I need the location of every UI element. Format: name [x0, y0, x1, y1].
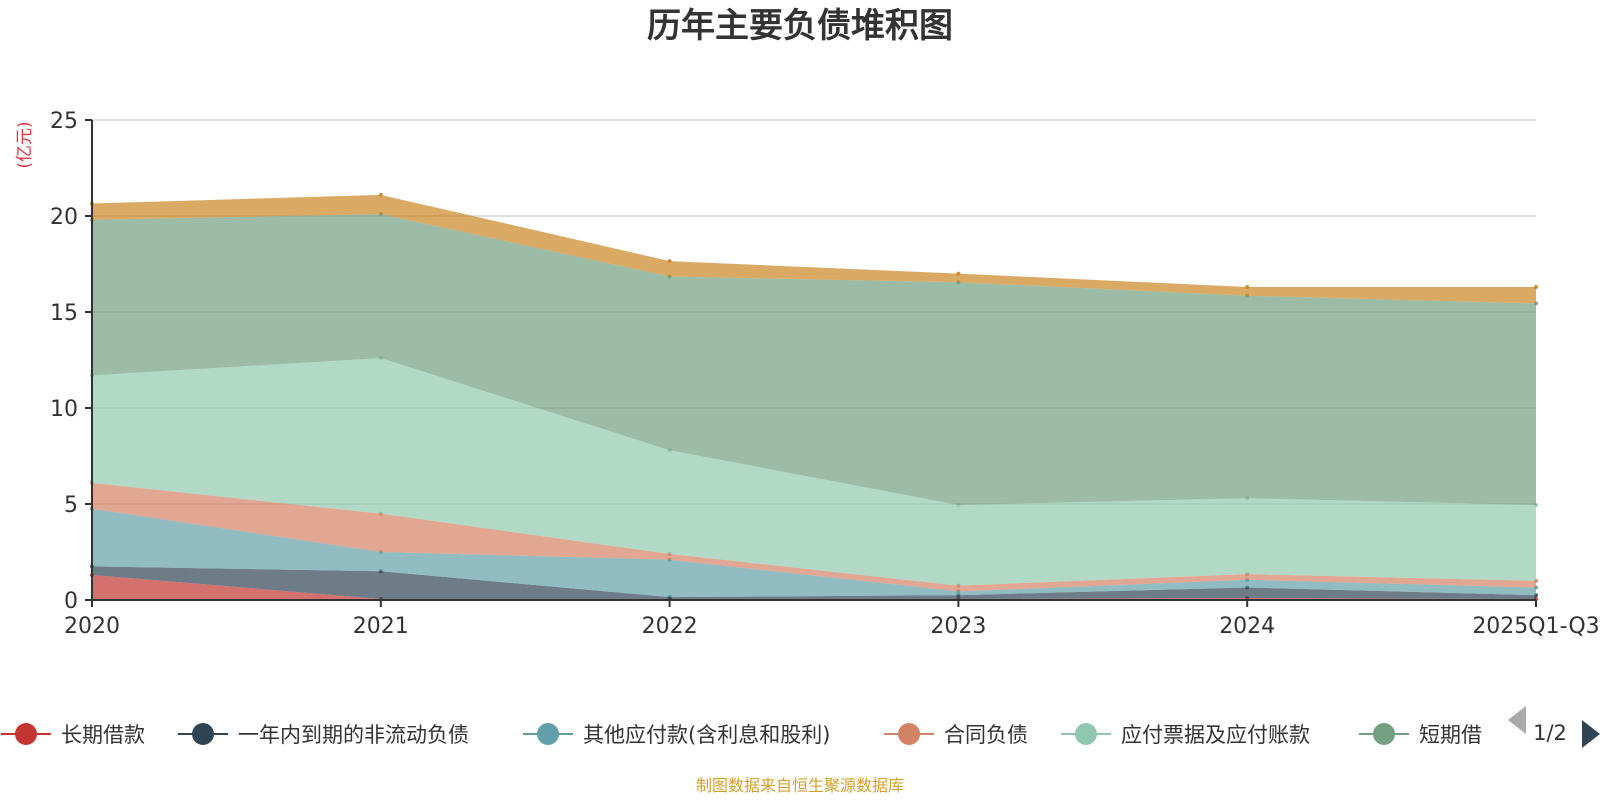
legend-item-2[interactable]: 其他应付款(含利息和股利) — [523, 723, 830, 747]
legend-marker-icon — [898, 723, 920, 745]
area-series-4 — [92, 358, 1536, 586]
legend-label: 其他应付款(含利息和股利) — [583, 723, 830, 747]
legend-page-indicator: 1/2 — [1533, 721, 1567, 745]
legend-item-4[interactable]: 应付票据及应付账款 — [1061, 723, 1310, 747]
area-series-5 — [92, 214, 1536, 505]
y-tick-label-3: 15 — [50, 301, 78, 326]
area-series-2 — [92, 508, 1536, 598]
data-point-s6-2 — [667, 259, 672, 264]
legend-item-3[interactable]: 合同负债 — [884, 723, 1028, 747]
legend-label: 合同负债 — [944, 723, 1028, 747]
stacked-areas — [90, 192, 1538, 602]
area-series-1 — [92, 566, 1536, 599]
legend-marker-icon — [1075, 723, 1097, 745]
y-tick-label-4: 20 — [50, 205, 78, 230]
legend-item-5[interactable]: 短期借 — [1359, 723, 1482, 747]
legend-prev-page-icon[interactable] — [1508, 706, 1526, 734]
x-tick-label-1: 2021 — [353, 614, 409, 639]
legend-marker-icon — [192, 723, 214, 745]
legend-label: 长期借款 — [61, 723, 145, 747]
axes: 0 5 10 15 20 25 2020 2021 2022 2023 2024 2025Q1-Q3 — [50, 109, 1600, 639]
legend-label: 一年内到期的非流动负债 — [238, 723, 469, 747]
x-tick-label-4: 2024 — [1219, 614, 1275, 639]
legend-label: 应付票据及应付账款 — [1121, 723, 1310, 747]
area-series-0 — [92, 575, 1536, 600]
data-point-s6-3 — [956, 271, 961, 276]
area-series-6 — [92, 194, 1536, 304]
y-axis-unit-label: (亿元) — [15, 121, 35, 168]
area-series-3 — [92, 482, 1536, 592]
legend-label: 短期借 — [1419, 723, 1482, 747]
legend: 长期借款 一年内到期的非流动负债 其他应付款(含利息和股利) 合同负债 应付票据及应付账… — [1, 723, 1482, 747]
data-source-note: 制图数据来自恒生聚源数据库 — [696, 776, 904, 795]
data-point-s6-5 — [1534, 285, 1538, 290]
legend-marker-icon — [537, 723, 559, 745]
legend-item-0[interactable]: 长期借款 — [1, 723, 145, 747]
legend-marker-icon — [1373, 723, 1395, 745]
legend-marker-icon — [15, 723, 37, 745]
legend-pager: 1/2 — [1508, 706, 1600, 748]
legend-next-page-icon[interactable] — [1582, 720, 1600, 748]
x-tick-label-2: 2022 — [642, 614, 698, 639]
y-tick-label-5: 25 — [50, 109, 78, 134]
y-tick-label-2: 10 — [50, 397, 78, 422]
x-tick-label-0: 2020 — [64, 614, 120, 639]
data-point-s6-4 — [1245, 285, 1250, 290]
chart-title: 历年主要负债堆积图 — [647, 6, 953, 46]
x-tick-label-3: 2023 — [930, 614, 986, 639]
legend-item-1[interactable]: 一年内到期的非流动负债 — [178, 723, 469, 747]
y-tick-label-1: 5 — [64, 493, 78, 518]
x-tick-label-5: 2025Q1-Q3 — [1472, 614, 1599, 639]
y-tick-label-0: 0 — [64, 589, 78, 614]
data-point-s6-1 — [378, 192, 383, 197]
